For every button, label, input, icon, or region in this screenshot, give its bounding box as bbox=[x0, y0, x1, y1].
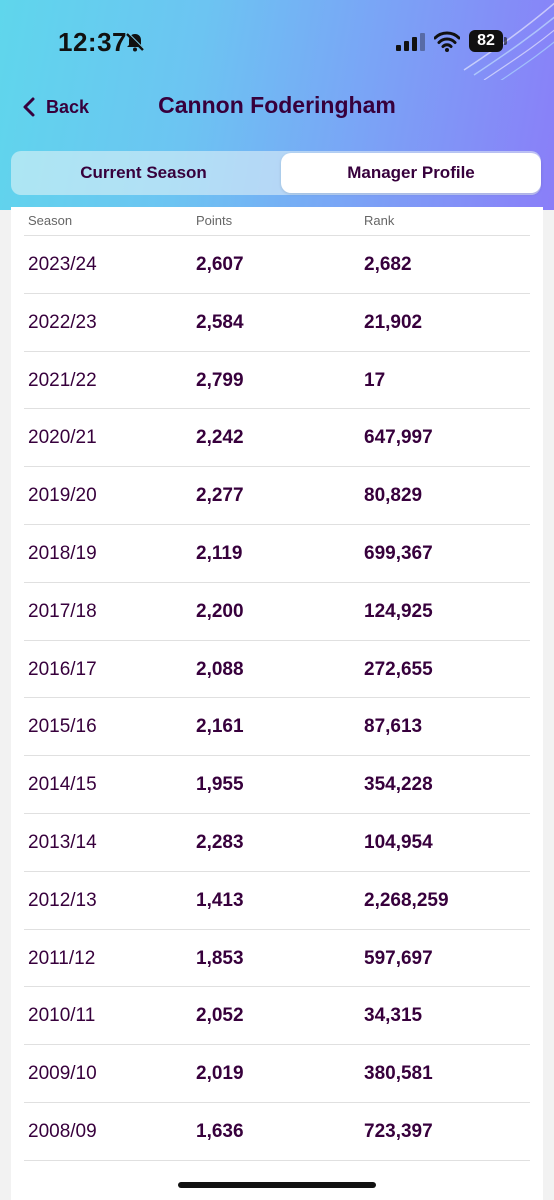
table-row: 2021/22 2,799 17 bbox=[24, 352, 530, 410]
tab-manager-profile[interactable]: Manager Profile bbox=[281, 153, 541, 193]
rank-cell: 647,997 bbox=[364, 427, 433, 449]
table-row: 2016/17 2,088 272,655 bbox=[24, 641, 530, 699]
table-body: 2023/24 2,607 2,682 2022/23 2,584 21,902 202… bbox=[24, 236, 530, 1161]
points-cell: 1,955 bbox=[196, 774, 244, 796]
tab-current-season[interactable]: Current Season bbox=[80, 163, 207, 182]
season-cell: 2013/14 bbox=[28, 831, 97, 853]
table-row: 2009/10 2,019 380,581 bbox=[24, 1045, 530, 1103]
season-cell: 2015/16 bbox=[28, 716, 97, 738]
back-label: Back bbox=[46, 96, 90, 117]
table-row: 2018/19 2,119 699,367 bbox=[24, 525, 530, 583]
rank-cell: 87,613 bbox=[364, 716, 423, 738]
table-row: 2014/15 1,955 354,228 bbox=[24, 756, 530, 814]
season-cell: 2018/19 bbox=[28, 542, 97, 564]
table-row: 2022/23 2,584 21,902 bbox=[24, 294, 530, 352]
table-row: 2012/13 1,413 2,268,259 bbox=[24, 872, 530, 930]
rank-cell: 597,697 bbox=[364, 947, 433, 969]
rank-cell: 723,397 bbox=[364, 1120, 433, 1142]
table-row: 2013/14 2,283 104,954 bbox=[24, 814, 530, 872]
rank-cell: 124,925 bbox=[364, 600, 433, 622]
points-cell: 1,413 bbox=[196, 889, 244, 911]
rank-cell: 104,954 bbox=[364, 831, 433, 853]
table-header: Season Points Rank bbox=[24, 207, 530, 236]
season-cell: 2011/12 bbox=[28, 947, 96, 969]
points-cell: 2,283 bbox=[196, 831, 244, 853]
table-row: 2017/18 2,200 124,925 bbox=[24, 583, 530, 641]
rank-cell: 272,655 bbox=[364, 658, 433, 680]
season-cell: 2017/18 bbox=[28, 600, 97, 622]
points-cell: 2,161 bbox=[196, 716, 244, 738]
status-time: 12:37 bbox=[58, 27, 127, 57]
rank-cell: 2,682 bbox=[364, 254, 412, 275]
tab-bar: Current Season Manager Profile bbox=[11, 151, 541, 195]
cellular-signal-icon bbox=[396, 33, 425, 51]
rank-cell: 34,315 bbox=[364, 1005, 423, 1027]
points-cell: 2,799 bbox=[196, 369, 244, 391]
status-bar: 12:37 82 bbox=[0, 0, 554, 80]
season-cell: 2008/09 bbox=[28, 1120, 97, 1142]
season-cell: 2021/22 bbox=[28, 369, 97, 391]
page-title: Cannon Foderingham bbox=[0, 92, 554, 119]
points-cell: 2,607 bbox=[196, 254, 244, 275]
rank-cell: 21,902 bbox=[364, 311, 423, 333]
points-cell: 2,200 bbox=[196, 600, 244, 622]
header-season: Season bbox=[28, 213, 73, 228]
rank-cell: 380,581 bbox=[364, 1063, 433, 1085]
rank-cell: 80,829 bbox=[364, 485, 423, 507]
season-cell: 2014/15 bbox=[28, 774, 97, 796]
chevron-left-icon bbox=[23, 97, 35, 117]
rank-cell: 354,228 bbox=[364, 774, 433, 796]
points-cell: 2,052 bbox=[196, 1005, 244, 1027]
season-cell: 2019/20 bbox=[28, 485, 97, 507]
points-cell: 2,019 bbox=[196, 1063, 244, 1085]
table-row: 2010/11 2,052 34,315 bbox=[24, 987, 530, 1046]
table-row: 2011/12 1,853 597,697 bbox=[24, 930, 530, 988]
table-row: 2023/24 2,607 2,682 bbox=[24, 236, 530, 294]
points-cell: 2,088 bbox=[196, 658, 244, 680]
table-row: 2019/20 2,277 80,829 bbox=[24, 467, 530, 525]
back-button[interactable]: Back bbox=[22, 93, 89, 121]
points-cell: 2,277 bbox=[196, 485, 244, 507]
season-cell: 2012/13 bbox=[28, 889, 97, 911]
points-cell: 2,584 bbox=[196, 311, 244, 333]
battery-level: 82 bbox=[469, 30, 503, 52]
rank-cell: 699,367 bbox=[364, 542, 433, 564]
points-cell: 2,119 bbox=[196, 542, 243, 564]
header-rank: Rank bbox=[364, 213, 395, 228]
page-title-text: Cannon Foderingham bbox=[158, 92, 396, 118]
season-history-table: Season Points Rank 2023/24 2,607 2,682 202… bbox=[11, 207, 543, 1200]
rank-cell: 17 bbox=[364, 369, 386, 391]
season-cell: 2010/11 bbox=[28, 1005, 96, 1027]
points-cell: 1,636 bbox=[196, 1120, 244, 1142]
wifi-icon bbox=[434, 31, 460, 52]
table-row: 2015/16 2,161 87,613 bbox=[24, 698, 530, 757]
header-points: Points bbox=[196, 213, 233, 228]
decorative-swirl-graphic bbox=[463, 2, 554, 80]
season-cell: 2023/24 bbox=[28, 254, 97, 275]
home-indicator[interactable] bbox=[178, 1182, 376, 1188]
points-cell: 1,853 bbox=[196, 947, 244, 969]
table-row: 2020/21 2,242 647,997 bbox=[24, 409, 530, 468]
season-cell: 2009/10 bbox=[28, 1063, 97, 1085]
season-cell: 2016/17 bbox=[28, 658, 97, 680]
points-cell: 2,242 bbox=[196, 427, 244, 449]
bell-muted-icon bbox=[126, 32, 145, 52]
rank-cell: 2,268,259 bbox=[364, 889, 449, 911]
season-cell: 2022/23 bbox=[28, 311, 97, 333]
table-row: 2008/09 1,636 723,397 bbox=[24, 1103, 530, 1161]
battery-icon: 82 bbox=[469, 30, 507, 52]
season-cell: 2020/21 bbox=[28, 427, 97, 449]
